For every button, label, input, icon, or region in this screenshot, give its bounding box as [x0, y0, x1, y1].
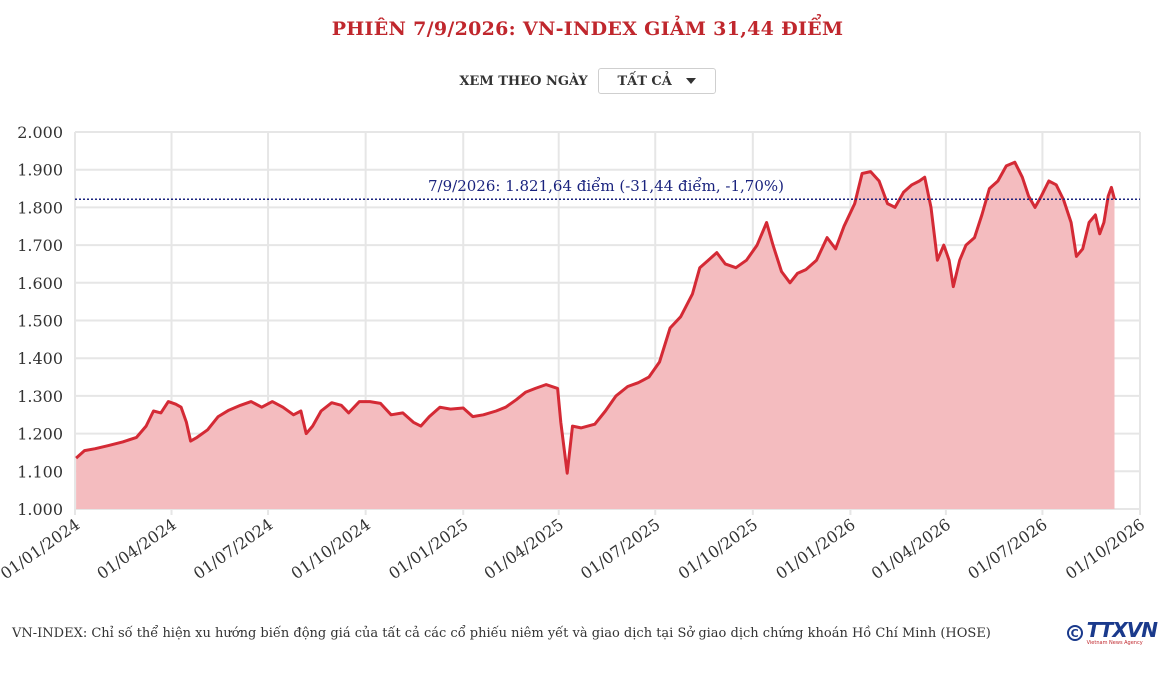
range-select-value: TẤT CẢ — [617, 73, 672, 89]
logo-text: TTXVN — [1086, 618, 1158, 642]
y-tick-label: 1.900 — [17, 161, 63, 180]
copyright-icon: C — [1066, 625, 1083, 641]
index-line — [75, 160, 1116, 475]
y-tick-label: 1.000 — [17, 500, 63, 519]
y-tick-label: 1.300 — [17, 387, 63, 406]
x-tick-label: 01/07/2024 — [190, 515, 276, 583]
x-tick-label: 01/10/2026 — [1062, 515, 1148, 583]
logo-subtitle: Vietnam News Agency — [1086, 640, 1143, 646]
x-tick-label: 01/04/2026 — [868, 515, 954, 583]
x-axis: 01/01/2024 01/04/2024 01/07/2024 01/10/2024… — [0, 515, 1148, 583]
y-tick-label: 1.800 — [17, 198, 63, 217]
range-select[interactable]: TẤT CẢ — [597, 68, 716, 94]
x-tick-label: 01/01/2025 — [385, 515, 471, 583]
y-tick-label: 1.100 — [17, 462, 63, 481]
y-tick-label: 1.400 — [17, 349, 63, 368]
y-tick-label: 1.600 — [17, 274, 63, 293]
y-axis: 1.000 1.100 1.200 1.300 1.400 1.500 1.600 1.700… — [17, 123, 63, 519]
y-tick-label: 2.000 — [17, 123, 63, 142]
chevron-down-icon — [685, 78, 696, 84]
x-tick-label: 01/10/2025 — [675, 515, 761, 583]
reference-line: 7/9/2026: 1.821,64 điểm (-31,44 điểm, -1… — [75, 177, 1140, 200]
x-tick-label: 01/07/2026 — [964, 515, 1050, 583]
filter-label: XEM THEO NGÀY — [459, 73, 588, 89]
x-tick-label: 01/07/2025 — [577, 515, 663, 583]
y-tick-label: 1.200 — [17, 425, 63, 444]
date-filter: XEM THEO NGÀY TẤT CẢ — [0, 66, 1175, 96]
x-tick-label: 01/04/2024 — [93, 515, 179, 583]
chart-title: PHIÊN 7/9/2026: VN-INDEX GIẢM 31,44 ĐIỂM — [331, 18, 844, 40]
x-tick-label: 01/01/2026 — [772, 515, 858, 583]
ttxvn-logo: C TTXVN Vietnam News Agency — [1066, 618, 1158, 646]
reference-label: 7/9/2026: 1.821,64 điểm (-31,44 điểm, -1… — [428, 177, 784, 195]
y-tick-label: 1.700 — [17, 236, 63, 255]
index-area — [76, 162, 1115, 509]
x-tick-label: 01/01/2024 — [0, 515, 83, 583]
y-tick-label: 1.500 — [17, 312, 63, 331]
vnindex-chart: 7/9/2026: 1.821,64 điểm (-31,44 điểm, -1… — [0, 123, 1148, 583]
footnote: VN-INDEX: Chỉ số thể hiện xu hướng biến … — [12, 626, 991, 641]
x-tick-label: 01/04/2025 — [481, 515, 567, 583]
x-tick-label: 01/10/2024 — [288, 515, 374, 583]
